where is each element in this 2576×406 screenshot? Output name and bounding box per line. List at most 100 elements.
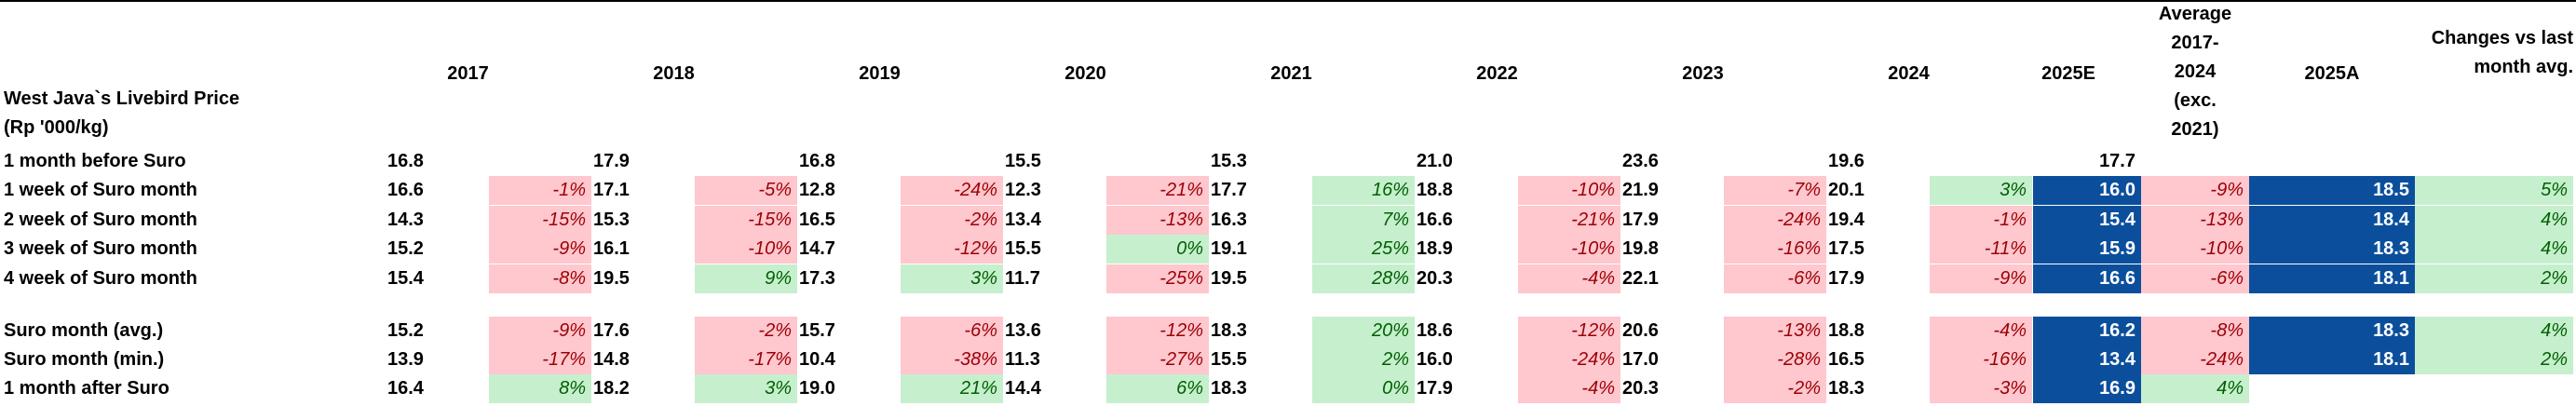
table-cell-change: 16% bbox=[1312, 176, 1415, 205]
table-cell-average: -9% bbox=[2141, 176, 2249, 205]
table-cell-value: 14.4 bbox=[1005, 378, 1041, 399]
row-label: 3 week of Suro month bbox=[4, 238, 197, 259]
table-cell-value: 14.3 bbox=[387, 210, 424, 230]
table-cell-change: -24% bbox=[1724, 206, 1826, 235]
table-cell-change: -2% bbox=[901, 206, 1003, 235]
table-cell-change: -3% bbox=[1930, 374, 2032, 403]
table-cell-change: -21% bbox=[1518, 206, 1620, 235]
table-cell-change: -28% bbox=[1724, 345, 1826, 374]
table-cell-value: 16.3 bbox=[1211, 210, 1247, 230]
table-cell-value: 19.5 bbox=[1211, 268, 1247, 289]
table-cell-change: -24% bbox=[1518, 345, 1620, 374]
table-cell-changes: 5% bbox=[2415, 176, 2573, 205]
table-cell-value: 15.2 bbox=[387, 238, 424, 259]
table-cell-2025e: 15.4 bbox=[2033, 206, 2141, 235]
header-average-line: Average bbox=[2158, 4, 2232, 24]
table-cell-changes: 4% bbox=[2415, 317, 2573, 345]
table-cell-value: 18.3 bbox=[1828, 378, 1864, 399]
table-cell-changes: 2% bbox=[2415, 345, 2573, 374]
table-title-line2: (Rp '000/kg) bbox=[4, 117, 109, 138]
table-cell-change: 20% bbox=[1312, 317, 1415, 345]
table-cell-change: 8% bbox=[489, 374, 591, 403]
header-2020: 2020 bbox=[1064, 63, 1106, 84]
table-cell-change: -16% bbox=[1930, 345, 2032, 374]
table-cell-value: 20.6 bbox=[1622, 320, 1659, 341]
table-cell-value: 17.6 bbox=[593, 320, 630, 341]
table-cell-change: -10% bbox=[695, 235, 797, 264]
header-average-line: 2017- bbox=[2171, 33, 2219, 53]
header-changes-line: Changes vs last bbox=[2431, 28, 2573, 48]
table-cell-2025a: 18.4 bbox=[2249, 206, 2415, 235]
table-cell-value: 13.9 bbox=[387, 349, 424, 370]
table-cell-change: -21% bbox=[1106, 176, 1209, 205]
table-cell-change: 2% bbox=[1312, 345, 1415, 374]
row-label: 4 week of Suro month bbox=[4, 268, 197, 289]
table-cell-value: 16.4 bbox=[387, 378, 424, 399]
row-label: Suro month (avg.) bbox=[4, 320, 164, 341]
table-cell-2025e: 13.4 bbox=[2033, 345, 2141, 374]
table-cell-value: 15.5 bbox=[1005, 238, 1041, 259]
row-label: 1 month after Suro bbox=[4, 378, 169, 399]
table-cell-change: -7% bbox=[1724, 176, 1826, 205]
table-cell-value: 17.0 bbox=[1622, 349, 1659, 370]
table-cell-change: -4% bbox=[1518, 374, 1620, 403]
table-cell-value: 17.1 bbox=[593, 180, 630, 200]
table-cell-value: 16.6 bbox=[1417, 210, 1453, 230]
table-cell-value: 13.6 bbox=[1005, 320, 1041, 341]
table-cell-2025e: 16.0 bbox=[2033, 176, 2141, 205]
table-cell-change: -4% bbox=[1518, 264, 1620, 293]
table-cell-average: -10% bbox=[2141, 235, 2249, 264]
header-2017: 2017 bbox=[447, 63, 489, 84]
table-cell-value: 18.8 bbox=[1828, 320, 1864, 341]
table-cell-value: 19.4 bbox=[1828, 210, 1864, 230]
header-changes-line: month avg. bbox=[2474, 57, 2573, 77]
table-cell-value: 20.3 bbox=[1622, 378, 1659, 399]
table-cell-value: 15.3 bbox=[1211, 151, 1247, 171]
table-cell-value: 10.4 bbox=[799, 349, 835, 370]
table-cell-change: -38% bbox=[901, 345, 1003, 374]
table-cell-change: -13% bbox=[1106, 206, 1209, 235]
table-cell-value: 16.5 bbox=[1828, 349, 1864, 370]
table-cell-value: 19.8 bbox=[1622, 238, 1659, 259]
table-cell-change: 9% bbox=[695, 264, 797, 293]
table-cell-change: -13% bbox=[1724, 317, 1826, 345]
table-cell-change: -1% bbox=[489, 176, 591, 205]
table-cell-value: 15.5 bbox=[1211, 349, 1247, 370]
table-cell-value: 16.8 bbox=[799, 151, 835, 171]
table-cell-value: 23.6 bbox=[1622, 151, 1659, 171]
table-cell-2025a: 18.3 bbox=[2249, 317, 2415, 345]
table-cell-change: -8% bbox=[489, 264, 591, 293]
table-cell-change: -15% bbox=[695, 206, 797, 235]
table-cell-change: 3% bbox=[1930, 176, 2032, 205]
table-cell-change: -12% bbox=[1106, 317, 1209, 345]
table-cell-change: -2% bbox=[1724, 374, 1826, 403]
table-cell-change: -1% bbox=[1930, 206, 2032, 235]
table-cell-change: 3% bbox=[901, 264, 1003, 293]
header-average-line: (exc. bbox=[2174, 90, 2217, 111]
table-cell-change: -17% bbox=[695, 345, 797, 374]
header-2025e: 2025E bbox=[2041, 63, 2095, 84]
table-cell-change: -9% bbox=[1930, 264, 2032, 293]
header-2025a: 2025A bbox=[2304, 63, 2360, 84]
table-cell-change: 7% bbox=[1312, 206, 1415, 235]
table-cell-change: -9% bbox=[489, 235, 591, 264]
table-cell-change: -15% bbox=[489, 206, 591, 235]
table-cell-value: 20.3 bbox=[1417, 268, 1453, 289]
table-cell-value: 21.0 bbox=[1417, 151, 1453, 171]
table-cell-change: -24% bbox=[901, 176, 1003, 205]
table-cell-value: 18.3 bbox=[1211, 378, 1247, 399]
table-cell-value: 14.7 bbox=[799, 238, 835, 259]
table-cell-change: -12% bbox=[901, 235, 1003, 264]
row-label: 2 week of Suro month bbox=[4, 210, 197, 230]
table-cell-value: 16.6 bbox=[387, 180, 424, 200]
header-2019: 2019 bbox=[859, 63, 901, 84]
table-cell-changes: 4% bbox=[2415, 235, 2573, 264]
table-cell-change: -2% bbox=[695, 317, 797, 345]
table-cell-value: 17.9 bbox=[1417, 378, 1453, 399]
table-cell-value: 21.9 bbox=[1622, 180, 1659, 200]
row-label: Suro month (min.) bbox=[4, 349, 165, 370]
table-cell-value: 12.3 bbox=[1005, 180, 1041, 200]
table-cell-2025a: 18.3 bbox=[2249, 235, 2415, 264]
table-title: West Java`s Livebird Price (Rp '000/kg) bbox=[4, 85, 311, 142]
table-cell-value: 18.2 bbox=[593, 378, 630, 399]
